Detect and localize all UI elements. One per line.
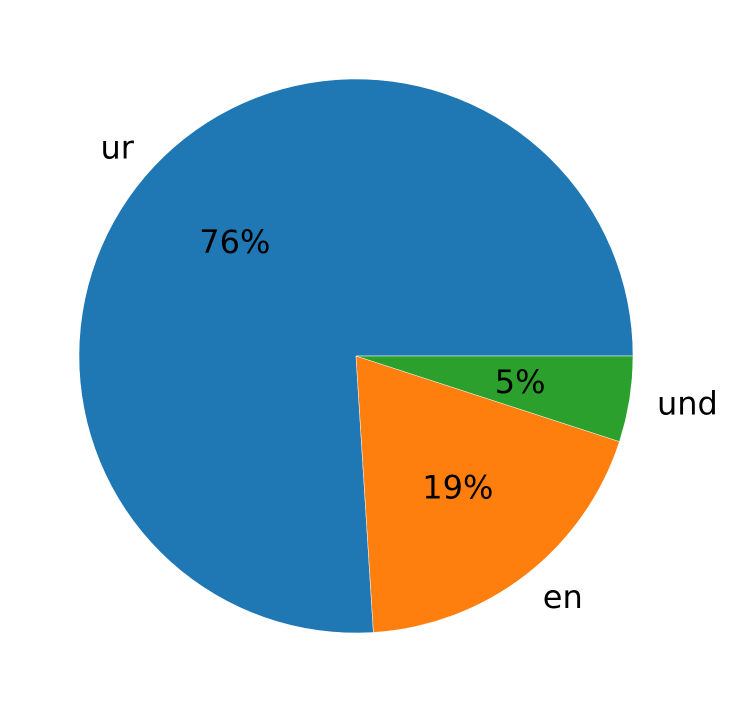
slice-label-ur: ur	[100, 128, 134, 166]
pie-slice-und	[355, 355, 634, 442]
pie-slice-en	[355, 355, 620, 633]
slice-label-en: en	[543, 578, 583, 616]
pie-slices	[78, 78, 634, 634]
slice-label-und: und	[657, 385, 718, 423]
percent-label-und: 5%	[495, 363, 546, 401]
pie-slice-ur	[78, 78, 634, 634]
percent-label-ur: 76%	[199, 223, 270, 261]
percent-label-en: 19%	[422, 468, 493, 506]
pie-labels: ur 76% en 19% und 5%	[100, 128, 717, 615]
